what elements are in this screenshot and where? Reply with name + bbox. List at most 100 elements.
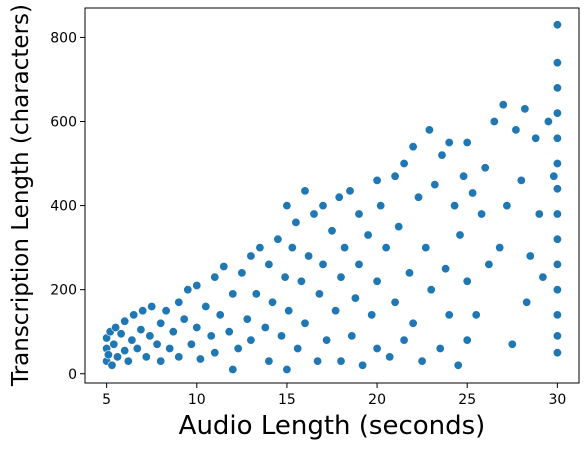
- y-tick-label: 400: [50, 199, 77, 215]
- data-point: [264, 259, 274, 269]
- data-point: [552, 259, 562, 269]
- data-point: [260, 322, 270, 332]
- data-point: [280, 272, 290, 282]
- data-point: [336, 356, 346, 366]
- data-point: [511, 125, 521, 135]
- data-point: [123, 356, 133, 366]
- x-axis-ticks: 5 10 15 20 25 30: [102, 383, 566, 408]
- data-point: [224, 327, 234, 337]
- data-point: [543, 117, 553, 127]
- data-point: [228, 289, 238, 299]
- data-point: [477, 209, 487, 219]
- plot-area: [84, 7, 580, 384]
- data-point: [522, 297, 532, 307]
- data-point: [426, 285, 436, 295]
- data-point: [471, 310, 481, 320]
- data-point: [372, 343, 382, 353]
- data-point: [489, 117, 499, 127]
- data-point: [450, 201, 460, 211]
- data-point: [111, 322, 121, 332]
- data-point: [136, 325, 146, 335]
- data-point: [435, 343, 445, 353]
- data-point: [552, 58, 562, 68]
- data-point: [516, 175, 526, 185]
- data-point: [273, 234, 283, 244]
- y-axis-label: Transcription Length (characters): [8, 4, 34, 387]
- x-tick-label: 30: [548, 392, 566, 408]
- data-point: [507, 339, 517, 349]
- data-point: [363, 230, 373, 240]
- data-point: [424, 125, 434, 135]
- data-point: [120, 346, 130, 356]
- data-point: [255, 243, 265, 253]
- data-point: [552, 184, 562, 194]
- data-point: [186, 339, 196, 349]
- data-point: [296, 276, 306, 286]
- data-point: [444, 310, 454, 320]
- x-tick-label: 5: [102, 392, 111, 408]
- data-point: [459, 171, 469, 181]
- x-tick-label: 20: [368, 392, 386, 408]
- data-point: [462, 335, 472, 345]
- data-point: [210, 348, 220, 358]
- data-point: [109, 339, 119, 349]
- data-point: [552, 159, 562, 169]
- data-point: [152, 339, 162, 349]
- x-tick-label: 25: [458, 392, 476, 408]
- data-point: [552, 133, 562, 143]
- data-point: [453, 360, 463, 370]
- data-point: [347, 331, 357, 341]
- x-tick-label: 10: [188, 392, 206, 408]
- data-point: [538, 272, 548, 282]
- data-point: [552, 20, 562, 30]
- data-point: [300, 318, 310, 328]
- data-point: [531, 133, 541, 143]
- data-point: [219, 261, 229, 271]
- y-tick-label: 0: [68, 367, 77, 383]
- data-point: [276, 331, 286, 341]
- y-axis-ticks: 0 200 400 600 800: [50, 30, 85, 383]
- data-point: [552, 285, 562, 295]
- data-point: [287, 243, 297, 253]
- data-point: [385, 352, 395, 362]
- data-point: [228, 364, 238, 374]
- data-point: [183, 285, 193, 295]
- y-tick-label: 800: [50, 30, 77, 46]
- data-point: [291, 217, 301, 227]
- data-point: [484, 259, 494, 269]
- data-point: [552, 83, 562, 93]
- data-point: [498, 100, 508, 110]
- data-point: [421, 243, 431, 253]
- data-point: [195, 354, 205, 364]
- data-point: [264, 356, 274, 366]
- data-point: [192, 322, 202, 332]
- data-point: [345, 186, 355, 196]
- data-point: [147, 301, 157, 311]
- data-point: [462, 138, 472, 148]
- data-point: [309, 209, 319, 219]
- data-point: [246, 251, 256, 261]
- data-point: [417, 356, 427, 366]
- data-point: [437, 150, 447, 160]
- data-point: [192, 280, 202, 290]
- data-point: [520, 104, 530, 114]
- data-point: [552, 108, 562, 118]
- data-point: [206, 331, 216, 341]
- data-point: [313, 356, 323, 366]
- data-point: [408, 142, 418, 152]
- data-point: [462, 276, 472, 286]
- data-point: [552, 234, 562, 244]
- data-point: [282, 364, 292, 374]
- data-point: [441, 264, 451, 274]
- data-point: [552, 348, 562, 358]
- data-point: [327, 226, 337, 236]
- data-point: [141, 352, 151, 362]
- data-point: [165, 343, 175, 353]
- data-point: [525, 251, 535, 261]
- data-point: [480, 163, 490, 173]
- data-point: [444, 138, 454, 148]
- x-axis-label: Audio Length (seconds): [179, 411, 486, 441]
- data-point: [376, 201, 386, 211]
- y-tick-label: 600: [50, 115, 77, 131]
- data-point: [354, 209, 364, 219]
